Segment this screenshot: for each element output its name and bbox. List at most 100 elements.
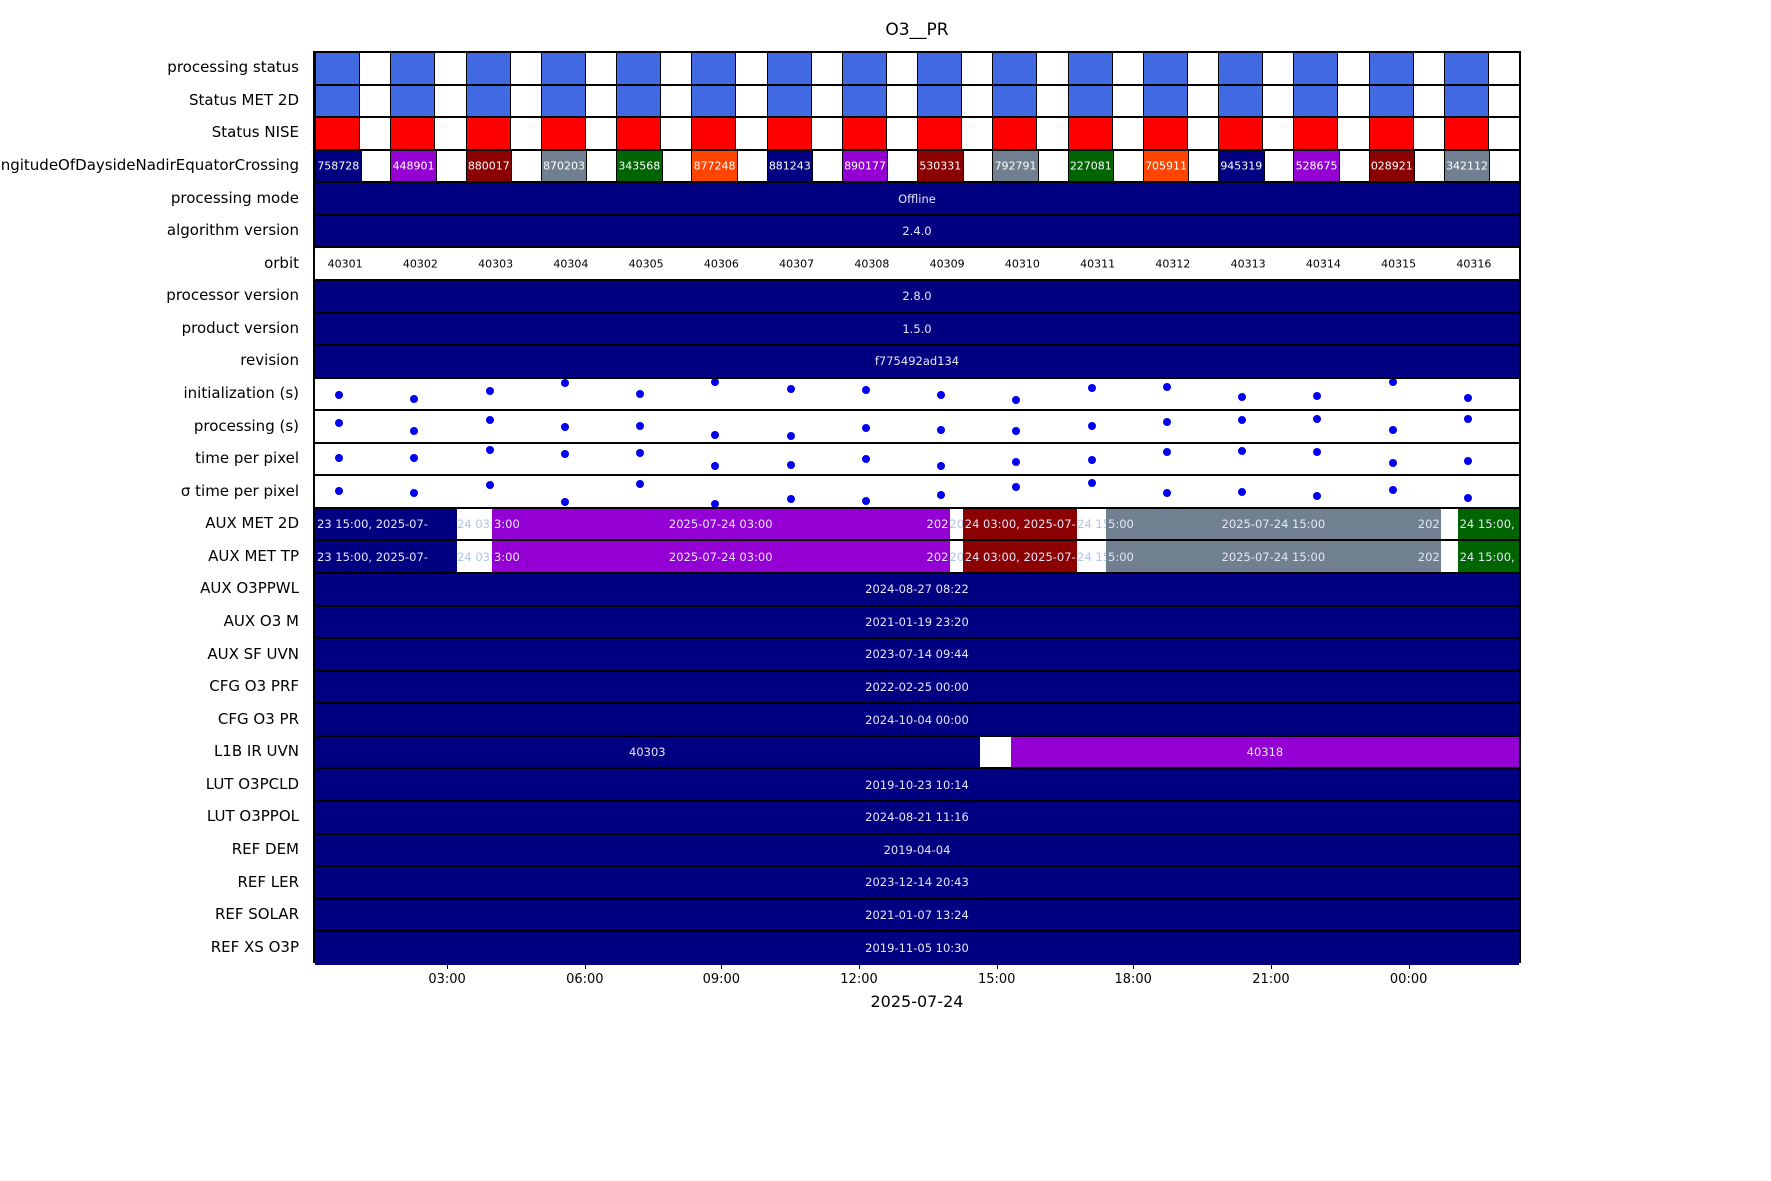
- value-label: 343568: [618, 159, 661, 173]
- row-label-text: AUX O3 M: [223, 611, 299, 630]
- bar-segment: 24 03:00, 2025-07-: [962, 541, 1078, 572]
- scatter-dot: [861, 496, 870, 505]
- segment-left-spill-label: 5:00: [1108, 549, 1134, 564]
- status-block: [691, 85, 737, 117]
- axis-tick-label: 06:00: [566, 972, 604, 987]
- status-block: [992, 85, 1038, 117]
- data-bar: 2024-08-21 11:16: [315, 801, 1519, 833]
- scatter-dot: [1388, 486, 1397, 495]
- bar-value: 2024-08-27 08:22: [865, 582, 969, 597]
- segment-right-spill-label: 202: [1417, 517, 1440, 532]
- status-block: [390, 118, 436, 149]
- scatter-dot: [937, 391, 946, 400]
- scatter-dot: [1388, 458, 1397, 467]
- orbit-number: 40309: [929, 257, 965, 271]
- scatter-dot: [1313, 415, 1322, 424]
- bar-segment: 40303: [315, 736, 980, 768]
- scatter-dot: [485, 416, 494, 425]
- value-label: 227081: [1069, 159, 1112, 173]
- scatter-dot: [560, 423, 569, 432]
- axis-tick-label: 00:00: [1389, 972, 1428, 987]
- segment-label: 23 15:00, 2025-07-: [317, 517, 428, 532]
- row-label: LUT O3PCLD: [0, 768, 306, 801]
- value-block: [1218, 150, 1265, 182]
- bar-value: 2024-08-21 11:16: [865, 810, 969, 825]
- row-label-text: AUX MET 2D: [205, 514, 299, 533]
- row-label-text: processing mode: [170, 188, 299, 207]
- row-label: longitudeOfDaysideNadirEquatorCrossing: [0, 149, 306, 182]
- data-bar: f775492ad134: [315, 346, 1519, 377]
- scatter-dot: [410, 454, 419, 463]
- scatter-dot: [1087, 455, 1096, 464]
- status-block: [917, 53, 963, 84]
- scatter-dot: [937, 425, 946, 434]
- timeline-row: 1.5.0: [315, 313, 1519, 347]
- scatter-dot: [1012, 458, 1021, 467]
- status-block: [616, 53, 662, 84]
- orbit-number: 40303: [478, 257, 514, 271]
- orbit-number: 40315: [1381, 257, 1417, 271]
- bar-segment: 40318: [1010, 736, 1519, 768]
- timeline-row: f775492ad134: [315, 346, 1519, 379]
- scatter-dot: [1313, 448, 1322, 457]
- timeline-row: 2021-01-19 23:20: [315, 606, 1519, 640]
- axis-tick-label: 18:00: [1114, 972, 1152, 987]
- bar-segment: 24 03:00: [457, 508, 492, 540]
- scatter-dot: [335, 390, 344, 399]
- status-block: [1142, 85, 1188, 117]
- orbit-number: 40310: [1004, 257, 1040, 271]
- scatter-dot: [1463, 414, 1472, 423]
- row-label: REF DEM: [0, 833, 306, 866]
- timeline-row: 2.8.0: [315, 280, 1519, 314]
- row-label: initialization (s): [0, 377, 306, 410]
- status-block: [1293, 85, 1339, 117]
- scatter-dot: [937, 490, 946, 499]
- chart-title: O3__PR: [885, 20, 949, 40]
- value-label: 448901: [392, 159, 435, 173]
- scatter-dot: [410, 427, 419, 436]
- row-label: algorithm version: [0, 214, 306, 247]
- row-label-text: processing status: [167, 58, 299, 77]
- x-axis: 03:00 06:00 09:00 12:00 15:00 18:00 21:00 00:00: [313, 963, 1521, 1023]
- axis-tick: [721, 963, 723, 969]
- row-label-text: product version: [181, 318, 299, 337]
- status-block: [1067, 53, 1113, 84]
- segment-label: 24 15: [1077, 517, 1106, 532]
- scatter-dot: [410, 489, 419, 498]
- value-block: [917, 150, 964, 182]
- timeline-row: [315, 85, 1519, 119]
- status-block: [1218, 85, 1264, 117]
- bar-value: f775492ad134: [874, 354, 960, 369]
- data-bar: 2019-11-05 10:30: [315, 932, 1519, 965]
- status-block: [1293, 53, 1339, 84]
- timeline-row: 2023-12-14 20:43: [315, 867, 1519, 900]
- value-block: [390, 150, 437, 182]
- scatter-dot: [711, 378, 720, 387]
- status-block: [1368, 118, 1414, 149]
- scatter-dot: [485, 445, 494, 454]
- scatter-dot: [1162, 382, 1171, 391]
- scatter-dot: [1388, 378, 1397, 386]
- status-block: [917, 118, 963, 149]
- scatter-dot: [711, 431, 720, 440]
- timeline-row: [315, 476, 1519, 509]
- axis-tick-label: 15:00: [977, 972, 1016, 987]
- timeline-row: 2024-10-04 00:00: [315, 704, 1519, 737]
- segment-label: 24 03:00, 2025-07-: [964, 517, 1076, 532]
- status-block: [766, 118, 812, 149]
- row-label-text: REF SOLAR: [214, 905, 299, 924]
- data-bar: Offline: [315, 183, 1519, 214]
- timeline-row: Offline: [315, 183, 1519, 216]
- status-block: [315, 118, 361, 149]
- scatter-dot: [1162, 489, 1171, 498]
- bar-segment: 23 15:00, 2025-07-: [315, 541, 458, 572]
- row-label: LUT O3PPOL: [0, 800, 306, 833]
- status-block: [540, 53, 586, 84]
- scatter-dot: [786, 495, 795, 504]
- scatter-dot: [1012, 396, 1021, 405]
- scatter-dot: [1313, 492, 1322, 501]
- axis-tick: [996, 963, 998, 969]
- value-label: 870203: [543, 159, 586, 173]
